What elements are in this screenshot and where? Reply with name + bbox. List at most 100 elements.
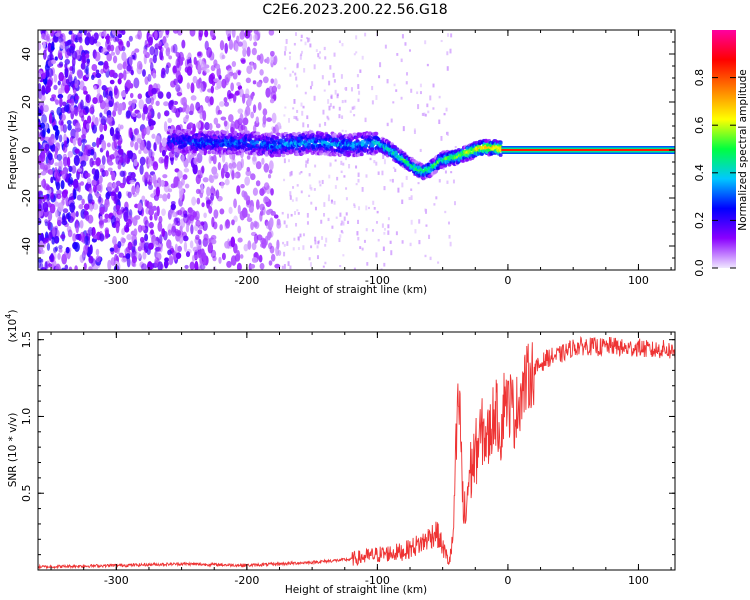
faint-speckle — [377, 171, 380, 175]
faint-speckle — [383, 232, 386, 235]
noise-speckle — [42, 49, 47, 60]
faint-speckle — [292, 186, 295, 189]
noise-speckle — [189, 30, 196, 37]
faint-speckle — [306, 115, 309, 120]
noise-speckle — [143, 242, 150, 250]
noise-speckle — [273, 78, 278, 87]
noise-speckle — [158, 194, 163, 199]
faint-speckle — [317, 53, 320, 58]
noise-speckle — [38, 217, 42, 226]
faint-speckle — [394, 168, 397, 172]
noise-speckle — [208, 205, 213, 214]
spectrogram-x-axis-label: Height of straight line (km) — [285, 284, 427, 296]
noise-speckle — [130, 69, 134, 76]
noise-speckle — [237, 108, 244, 114]
noise-speckle — [233, 198, 237, 209]
faint-speckle — [444, 170, 447, 174]
noise-speckle — [110, 44, 115, 52]
faint-speckle — [341, 100, 344, 104]
faint-speckle — [282, 241, 285, 245]
noise-speckle — [164, 155, 169, 160]
noise-speckle — [237, 70, 241, 76]
noise-speckle — [149, 57, 153, 64]
noise-speckle — [194, 260, 199, 270]
faint-speckle — [356, 74, 359, 78]
noise-speckle — [73, 155, 80, 166]
noise-speckle — [147, 73, 152, 82]
faint-speckle — [353, 53, 356, 56]
noise-speckle — [98, 196, 102, 203]
signal-cell — [285, 151, 290, 156]
noise-speckle — [224, 178, 230, 186]
faint-speckle — [306, 212, 309, 218]
faint-speckle — [409, 242, 412, 247]
noise-speckle — [154, 135, 161, 145]
noise-speckle — [102, 218, 109, 223]
noise-speckle — [167, 192, 171, 200]
noise-speckle — [234, 90, 240, 96]
faint-speckle — [343, 175, 346, 178]
noise-speckle — [97, 61, 104, 66]
faint-speckle — [288, 51, 291, 54]
noise-speckle — [189, 240, 194, 249]
faint-speckle — [345, 187, 348, 190]
noise-speckle — [203, 212, 207, 219]
noise-speckle — [87, 177, 92, 185]
y-tick-label: 0 — [20, 147, 33, 154]
faint-speckle — [410, 219, 413, 225]
faint-speckle — [300, 34, 303, 38]
x-tick-label: -300 — [104, 574, 129, 587]
noise-speckle — [215, 123, 221, 129]
noise-speckle — [125, 110, 132, 119]
noise-speckle — [154, 246, 160, 252]
faint-speckle — [351, 106, 354, 110]
signal-cell — [353, 132, 358, 137]
noise-speckle — [47, 54, 51, 61]
noise-speckle — [126, 65, 132, 72]
faint-speckle — [284, 106, 287, 109]
noise-speckle — [48, 136, 55, 146]
signal-cell — [368, 131, 373, 135]
noise-speckle — [54, 56, 58, 61]
signal-cell — [328, 135, 333, 139]
noise-speckle — [119, 182, 126, 189]
noise-speckle — [166, 239, 172, 249]
noise-speckle — [242, 48, 247, 58]
noise-speckle — [40, 232, 44, 242]
noise-speckle — [192, 246, 199, 252]
noise-speckle — [117, 78, 122, 85]
signal-cell — [291, 149, 296, 153]
noise-speckle — [128, 54, 133, 66]
noise-speckle — [126, 40, 131, 48]
noise-speckle — [186, 55, 191, 60]
noise-speckle — [60, 113, 66, 121]
faint-speckle — [305, 163, 308, 168]
faint-speckle — [332, 72, 335, 78]
noise-speckle — [250, 92, 254, 100]
noise-speckle — [136, 60, 143, 70]
noise-speckle — [184, 264, 189, 270]
noise-speckle — [241, 93, 246, 104]
x-tick-label: -200 — [234, 274, 259, 287]
faint-speckle — [392, 101, 395, 104]
noise-speckle — [101, 47, 108, 55]
noise-speckle — [182, 235, 189, 242]
noise-speckle — [68, 176, 74, 185]
noise-speckle — [251, 257, 258, 263]
noise-speckle — [85, 30, 92, 33]
faint-speckle — [425, 224, 428, 227]
faint-speckle — [386, 79, 389, 84]
noise-speckle — [58, 159, 63, 171]
noise-speckle — [43, 194, 48, 200]
faint-speckle — [336, 93, 339, 97]
faint-speckle — [449, 241, 452, 247]
noise-speckle — [174, 243, 178, 255]
faint-speckle — [339, 212, 342, 217]
faint-speckle — [293, 211, 296, 215]
faint-speckle — [320, 219, 323, 224]
noise-speckle — [133, 52, 137, 61]
noise-speckle — [252, 124, 257, 133]
faint-speckle — [419, 148, 422, 152]
noise-speckle — [246, 65, 253, 75]
faint-speckle — [297, 236, 300, 241]
